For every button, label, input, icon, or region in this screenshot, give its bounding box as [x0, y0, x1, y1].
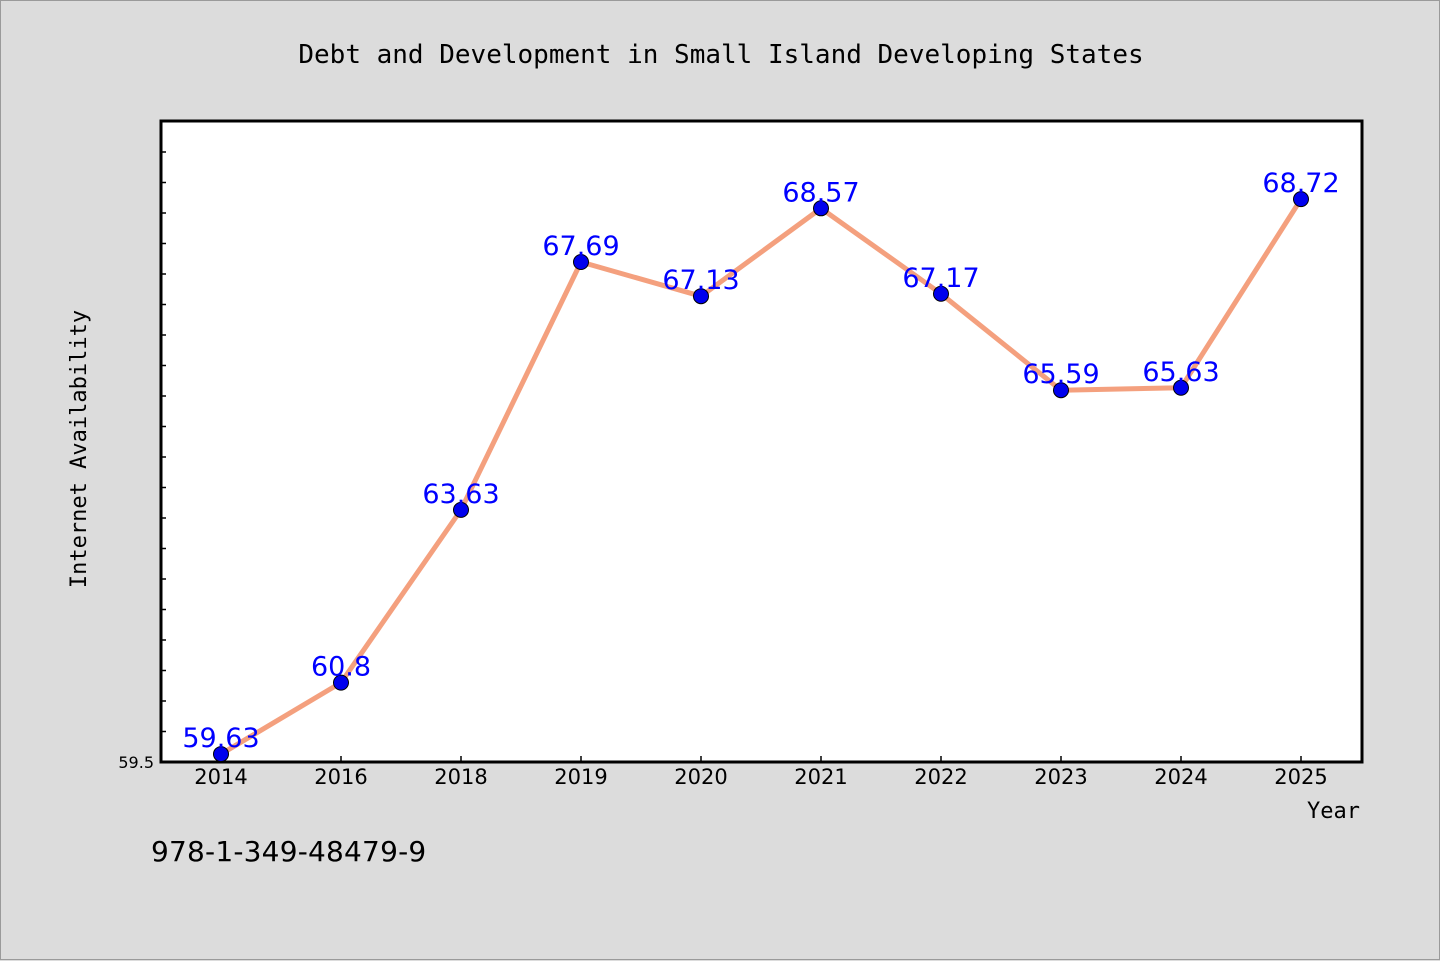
- x-tick-label: 2019: [554, 765, 607, 789]
- x-tick-label: 2023: [1034, 765, 1087, 789]
- data-label: 68.72: [1262, 168, 1339, 199]
- footnote-isbn: 978-1-349-48479-9: [151, 835, 427, 868]
- data-label: 60.8: [311, 652, 371, 683]
- data-point: [933, 285, 949, 302]
- data-label: 67.17: [902, 263, 979, 294]
- y-axis-min-label: 59.5: [118, 753, 154, 772]
- x-axis-label: Year: [1307, 799, 1360, 824]
- data-label: 63.63: [422, 479, 499, 510]
- data-label: 67.13: [662, 265, 739, 296]
- y-axis-ticks: [161, 120, 166, 763]
- data-label: 67.69: [542, 231, 619, 262]
- data-point: [1173, 379, 1189, 396]
- series-line: [218, 196, 1304, 757]
- chart-title: Debt and Development in Small Island Dev…: [298, 40, 1143, 70]
- series-markers: [213, 191, 1309, 763]
- data-label: 65.63: [1142, 357, 1219, 388]
- x-tick-label: 2018: [434, 765, 487, 789]
- data-point: [1053, 382, 1069, 399]
- data-point: [333, 674, 349, 691]
- data-labels: 59.63 60.8 63.63 67.69 67.13 68.57 67.17 65.59 6…: [182, 168, 1339, 754]
- data-label: 59.63: [182, 723, 259, 754]
- x-tick-label: 2014: [194, 765, 247, 789]
- data-point: [213, 746, 229, 763]
- data-label: 65.59: [1022, 359, 1099, 390]
- data-point: [573, 254, 589, 271]
- x-tick-label: 2021: [794, 765, 847, 789]
- data-point: [453, 501, 469, 518]
- x-tick-label: 2022: [914, 765, 967, 789]
- x-tick-label: 2020: [674, 765, 727, 789]
- x-tick-label: 2016: [314, 765, 367, 789]
- data-point: [813, 200, 829, 217]
- x-tick-labels: 2014 2016 2018 2019 2020 2021 2022 2023 2024 2025: [194, 765, 1327, 789]
- data-point: [693, 288, 709, 305]
- data-label: 68.57: [782, 177, 859, 208]
- data-point: [1293, 191, 1309, 208]
- x-tick-label: 2025: [1274, 765, 1327, 789]
- x-tick-label: 2024: [1154, 765, 1207, 789]
- y-axis-label: Internet Availability: [67, 310, 92, 588]
